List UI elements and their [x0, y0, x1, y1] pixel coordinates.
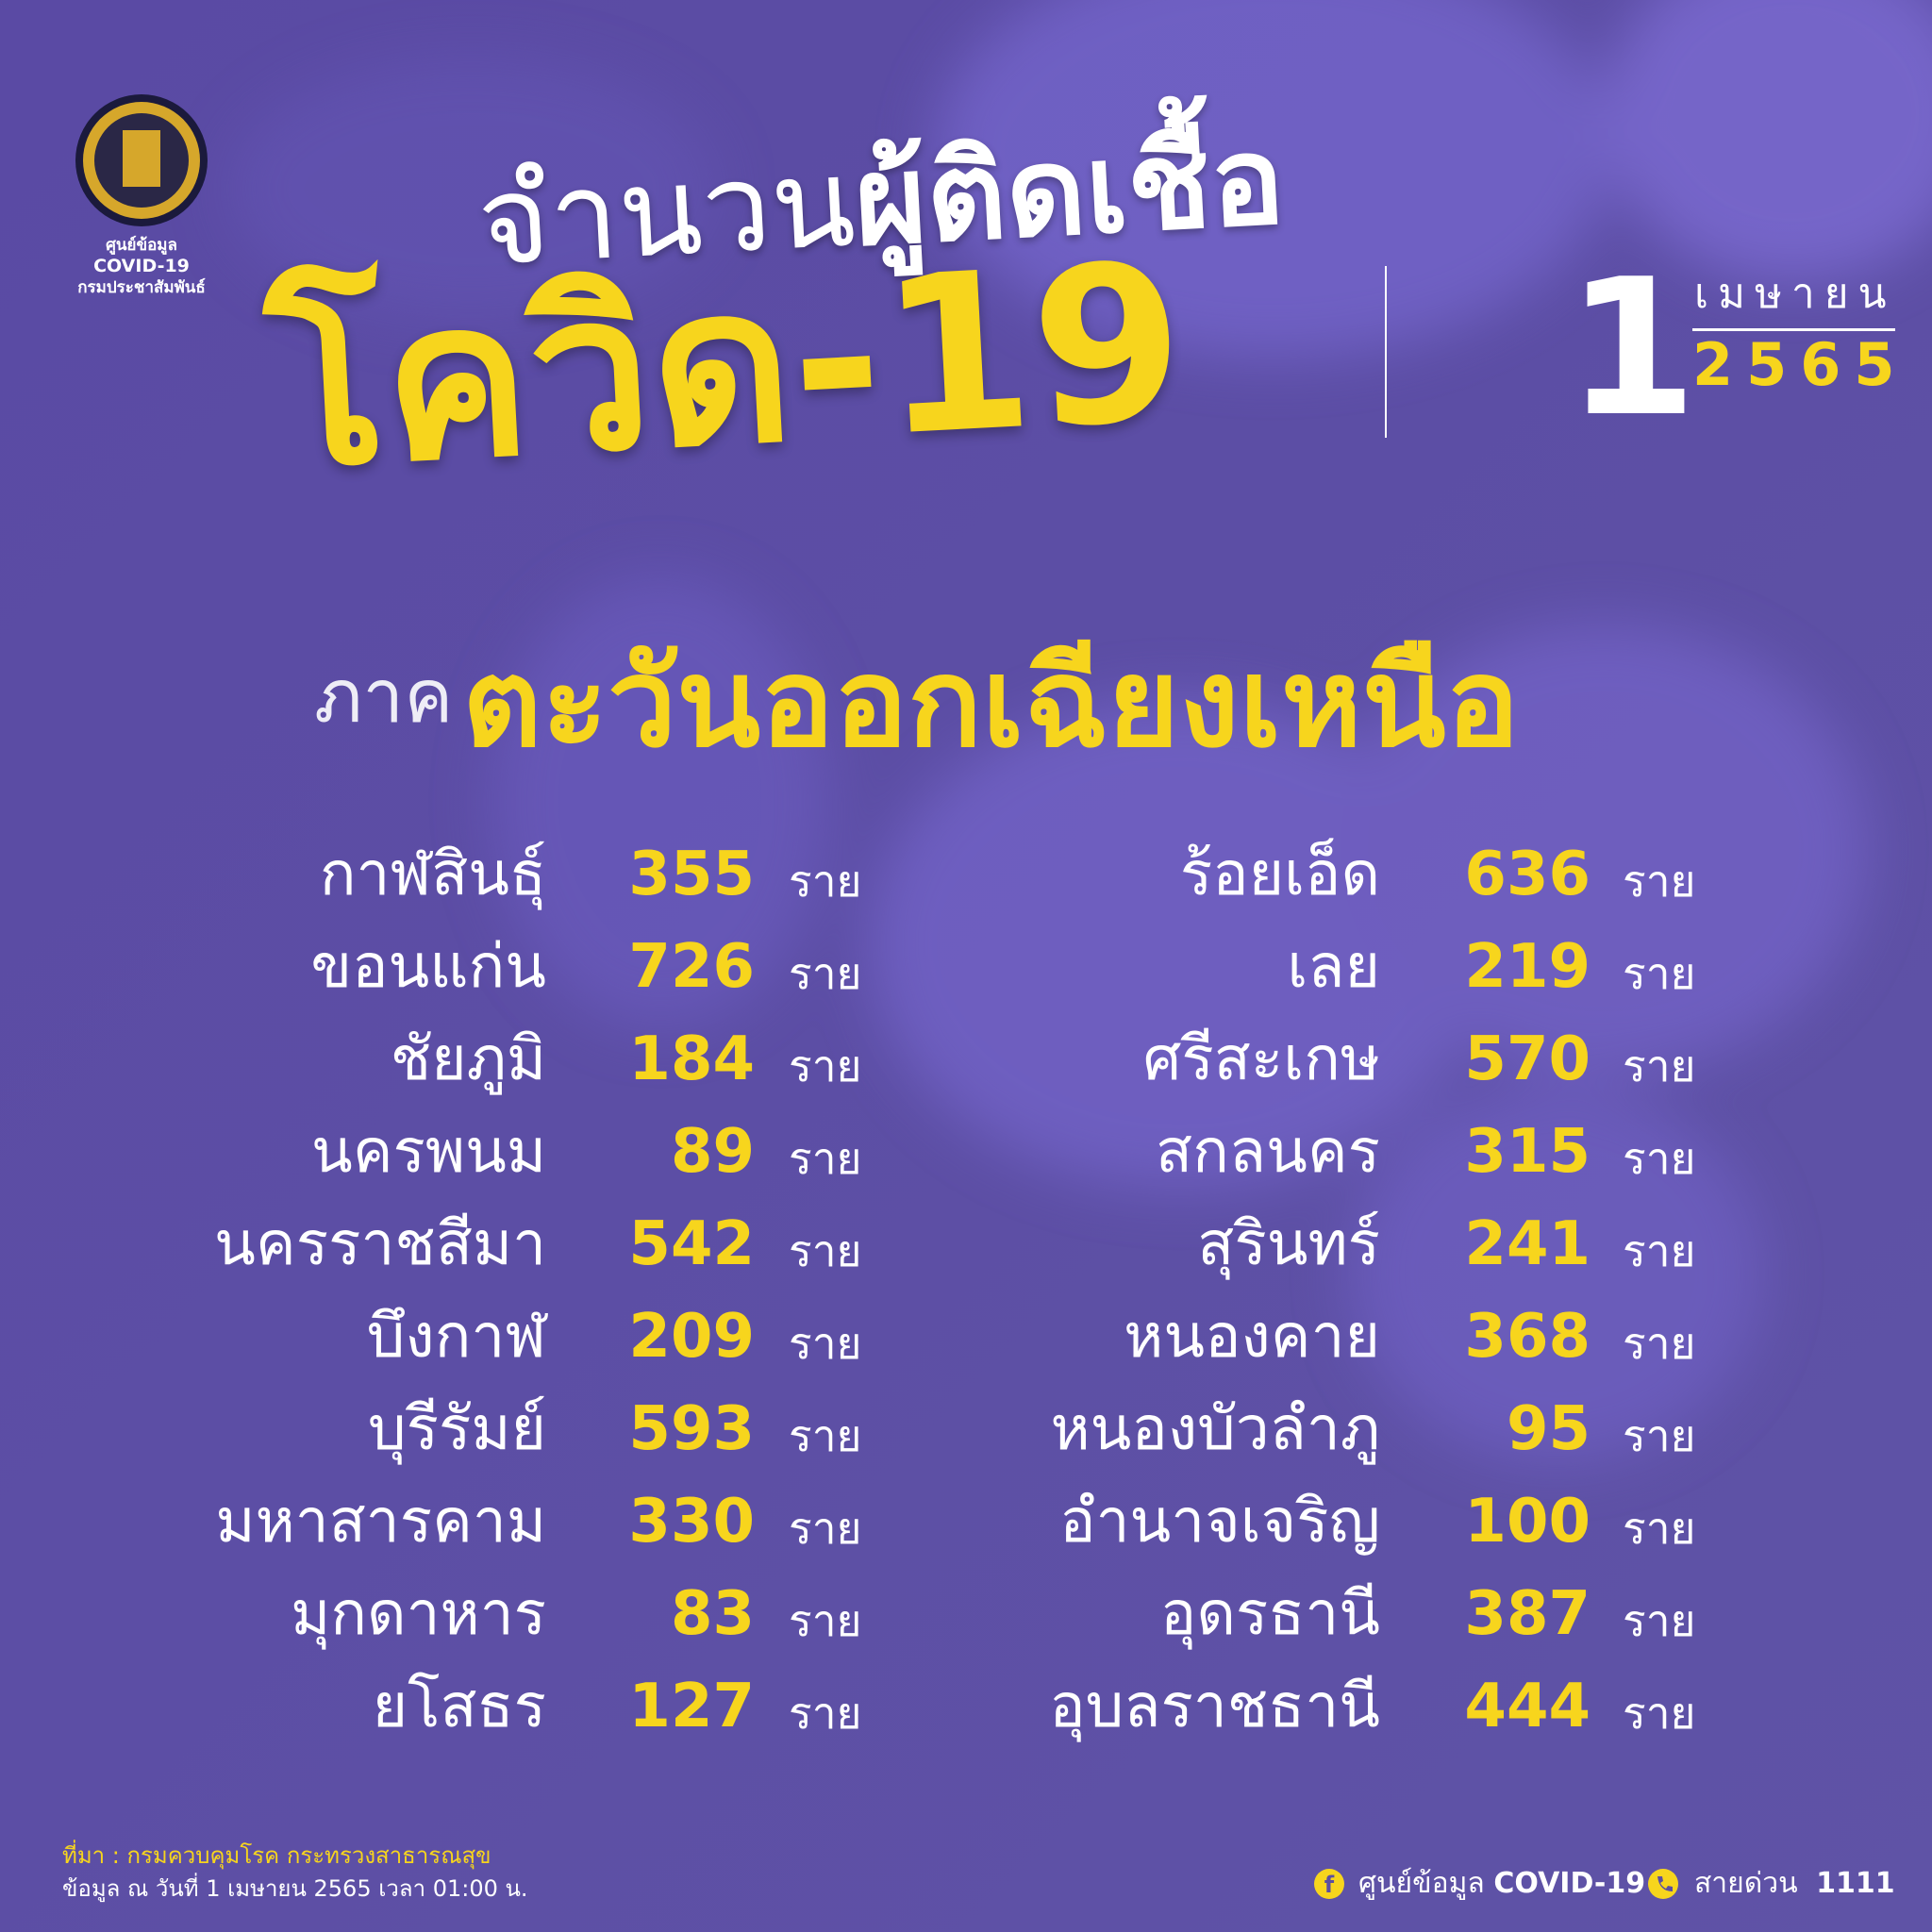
unit: ราย	[1623, 1133, 1696, 1184]
unit: ราย	[1623, 1318, 1696, 1369]
unit: ราย	[1623, 1041, 1696, 1091]
case-count: 127	[628, 1672, 755, 1741]
province-name: เลย	[1287, 932, 1380, 1002]
case-count: 355	[628, 840, 755, 909]
province-name: บึงกาฬ	[366, 1302, 546, 1372]
source-text: กรมควบคุมโรค กระทรวงสาธารณสุข	[126, 1842, 491, 1869]
unit: ราย	[1623, 1225, 1696, 1276]
region-name: ตะวันออกเฉียงเหนือ	[462, 631, 1520, 774]
province-name: บุรีรัมย์	[367, 1394, 546, 1464]
date-day: 1	[1566, 239, 1698, 458]
province-name: ร้อยเอ็ด	[1179, 840, 1380, 909]
province-name: ศรีสะเกษ	[1142, 1024, 1380, 1094]
region-prefix: ภาค	[314, 655, 454, 740]
date-month: เมษายน	[1694, 270, 1896, 318]
province-name: ยโสธร	[372, 1672, 546, 1741]
province-name: สุรินทร์	[1197, 1209, 1380, 1279]
unit: ราย	[789, 1041, 862, 1091]
case-count: 95	[1506, 1394, 1591, 1464]
unit: ราย	[789, 1595, 862, 1646]
unit: ราย	[1623, 1503, 1696, 1554]
page-name: ศูนย์ข้อมูล COVID-19	[1358, 1870, 1645, 1898]
case-count: 636	[1464, 840, 1591, 909]
hotline: สายด่วน 1111	[1694, 1870, 1895, 1898]
unit: ราย	[1623, 1410, 1696, 1461]
logo-text: COVID-19	[93, 256, 190, 276]
case-count: 542	[628, 1209, 755, 1279]
province-name: ขอนแก่น	[310, 932, 546, 1002]
province-name: หนองบัวลำภู	[1050, 1394, 1380, 1464]
hotline-label: สายด่วน	[1694, 1867, 1798, 1900]
source: ที่มา : กรมควบคุมโรค กระทรวงสาธารณสุข	[62, 1844, 491, 1867]
page-name-text: ศูนย์ข้อมูล	[1358, 1867, 1485, 1900]
province-name: กาฬสินธุ์	[319, 840, 546, 909]
unit: ราย	[789, 1410, 862, 1461]
logo-text: ศูนย์ข้อมูล	[106, 236, 177, 255]
province-name: หนองคาย	[1124, 1302, 1380, 1372]
unit: ราย	[789, 1503, 862, 1554]
svg-text:f: f	[1324, 1872, 1335, 1898]
province-name: มุกดาหาร	[291, 1579, 546, 1649]
case-count: 368	[1464, 1302, 1591, 1372]
unit: ราย	[1623, 856, 1696, 907]
divider	[1385, 266, 1387, 438]
unit: ราย	[789, 948, 862, 999]
case-count: 387	[1464, 1579, 1591, 1649]
case-count: 241	[1464, 1209, 1591, 1279]
unit: ราย	[789, 1225, 862, 1276]
case-count: 219	[1464, 932, 1591, 1002]
unit: ราย	[789, 1688, 862, 1739]
province-name: อำนาจเจริญ	[1059, 1487, 1380, 1557]
case-count: 444	[1464, 1672, 1591, 1741]
case-count: 726	[628, 932, 755, 1002]
unit: ราย	[789, 856, 862, 907]
phone-icon	[1648, 1869, 1678, 1899]
page-name-bold: COVID-19	[1493, 1867, 1646, 1900]
case-count: 330	[628, 1487, 755, 1557]
logo-emblem	[75, 94, 208, 226]
hotline-number: 1111	[1816, 1867, 1895, 1900]
province-name: นครราชสีมา	[214, 1209, 546, 1279]
unit: ราย	[1623, 1688, 1696, 1739]
province-name: อุดรธานี	[1159, 1579, 1380, 1649]
logo-text: กรมประชาสัมพันธ์	[77, 278, 206, 297]
case-count: 83	[670, 1579, 755, 1649]
case-count: 209	[628, 1302, 755, 1372]
source-label: ที่มา :	[62, 1842, 120, 1869]
unit: ราย	[1623, 1595, 1696, 1646]
case-count: 100	[1464, 1487, 1591, 1557]
data-note: ข้อมูล ณ วันที่ 1 เมษายน 2565 เวลา 01:00…	[62, 1875, 528, 1902]
unit: ราย	[1623, 948, 1696, 999]
case-count: 570	[1464, 1024, 1591, 1094]
unit: ราย	[789, 1133, 862, 1184]
unit: ราย	[789, 1318, 862, 1369]
title-disease: โควิด-19	[260, 217, 1191, 517]
date-year: 2565	[1692, 330, 1908, 399]
province-name: อุบลราชธานี	[1049, 1672, 1380, 1741]
facebook-icon: f	[1314, 1869, 1344, 1899]
province-name: สกลนคร	[1156, 1117, 1380, 1187]
case-count: 89	[670, 1117, 755, 1187]
province-name: นครพนม	[310, 1117, 546, 1187]
province-name: มหาสารคาม	[215, 1487, 546, 1557]
case-count: 315	[1464, 1117, 1591, 1187]
date-rule	[1692, 328, 1895, 331]
province-name: ชัยภูมิ	[390, 1024, 546, 1094]
case-count: 593	[628, 1394, 755, 1464]
case-count: 184	[628, 1024, 755, 1094]
